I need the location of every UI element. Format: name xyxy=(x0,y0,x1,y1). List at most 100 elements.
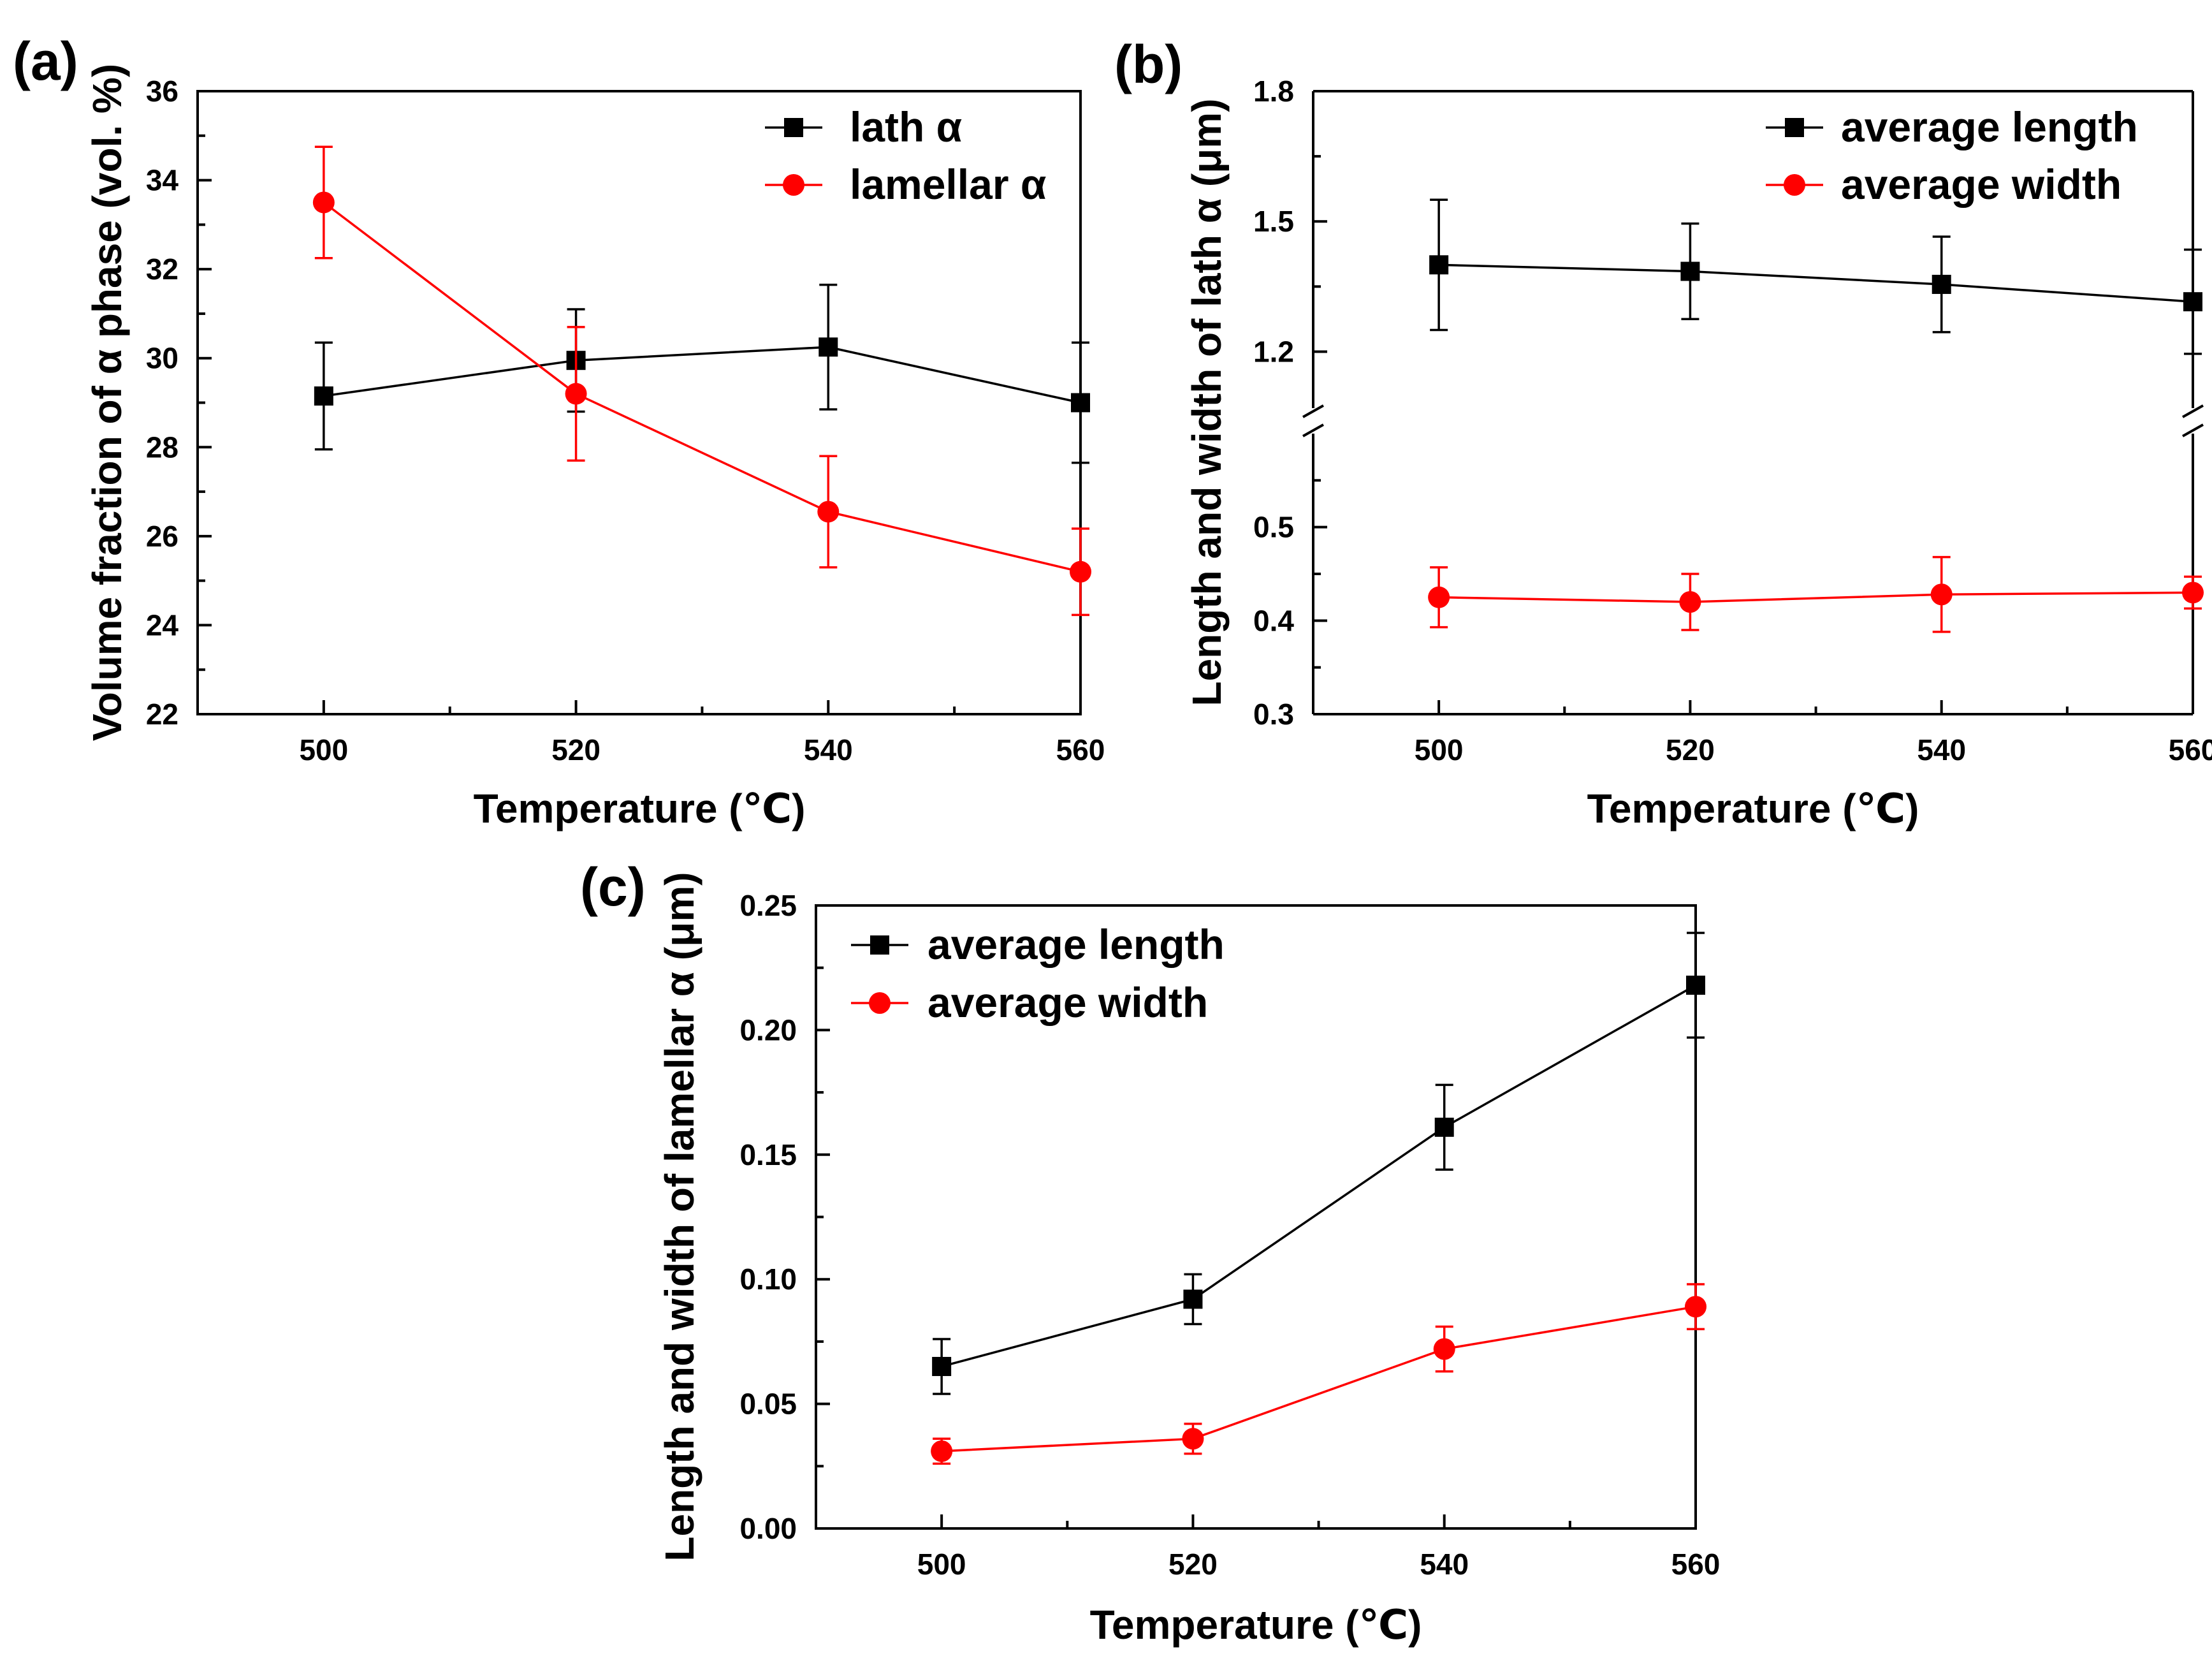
panel-c-series-square xyxy=(932,932,1705,1395)
y-tick-label: 0.00 xyxy=(739,1512,797,1545)
series-line xyxy=(1439,263,2194,303)
data-point-circle xyxy=(1685,1296,1706,1318)
x-tick-label: 560 xyxy=(1056,733,1105,766)
data-point-square xyxy=(314,386,333,406)
legend-label: average length xyxy=(928,921,1225,968)
series-line xyxy=(323,201,1081,573)
data-point-circle xyxy=(312,191,335,214)
panel-b-x-axis: 500 520 540 560 xyxy=(1312,700,2212,766)
panel-b-legend-entry: average length xyxy=(1766,103,2138,150)
y-tick-label: 1.2 xyxy=(1253,335,1294,368)
axis-break-mark xyxy=(1302,423,1324,437)
data-point-circle xyxy=(817,501,840,523)
x-tick-label: 520 xyxy=(551,733,600,766)
axis-break-mark xyxy=(1302,404,1324,418)
y-tick-label: 26 xyxy=(146,520,178,553)
data-point-square xyxy=(1183,1289,1203,1309)
x-tick-label: 500 xyxy=(917,1548,966,1581)
panel-c-legend-entry: average width xyxy=(851,979,1208,1026)
panel-c-y-axis: 0.00 0.05 0.10 0.15 0.20 0.25 xyxy=(739,889,830,1545)
axis-break-mark xyxy=(2182,423,2204,437)
panel-a-series-square xyxy=(314,283,1090,464)
data-point-circle xyxy=(1679,591,1701,613)
series-line xyxy=(941,984,1696,1368)
x-tick-label: 540 xyxy=(804,733,853,766)
x-tick-label: 560 xyxy=(1671,1548,1721,1581)
series-line xyxy=(323,346,1081,404)
data-point-circle xyxy=(931,1440,953,1462)
legend-label: average width xyxy=(1841,161,2121,208)
panel-c-label: (c) xyxy=(580,857,646,917)
legend-marker-circle xyxy=(1784,174,1805,196)
panel-b-y-axis: 1.2 1.5 1.8 0.3 0.4 0.5 xyxy=(1253,75,1327,731)
panel-a-legend-entry: lamellar α xyxy=(765,161,1046,208)
data-point-square xyxy=(1434,1117,1454,1137)
x-tick-label: 540 xyxy=(1420,1548,1469,1581)
data-point-circle xyxy=(2182,582,2204,604)
y-tick-label: 0.4 xyxy=(1253,604,1294,637)
x-tick-label: 520 xyxy=(1168,1548,1218,1581)
legend-label: lamellar α xyxy=(850,161,1046,208)
x-tick-label: 500 xyxy=(1415,733,1464,766)
x-tick-label: 540 xyxy=(1917,733,1966,766)
data-point-circle xyxy=(1070,560,1091,583)
panel-c: 500 520 540 560 0.00 0.05 0.10 0.15 0.20 0.25 Temp… xyxy=(580,857,1720,1648)
data-point-square xyxy=(1429,255,1449,275)
y-tick-label: 0.15 xyxy=(739,1138,797,1171)
data-point-square xyxy=(1932,274,1951,294)
y-tick-label: 28 xyxy=(146,430,178,464)
panel-c-y-axis-title: Length and width of lamellar α (μm) xyxy=(657,872,702,1561)
data-point-circle xyxy=(1433,1338,1455,1360)
data-point-square xyxy=(2183,292,2202,312)
panel-c-x-axis: 500 520 540 560 xyxy=(815,1514,1721,1581)
panel-b: 500 520 540 560 1.2 1.5 1.8 0.3 0.4 0.5 Temperatur… xyxy=(1114,34,2212,832)
panel-b-label: (b) xyxy=(1114,34,1182,94)
legend-label: average width xyxy=(928,979,1208,1026)
y-tick-label: 34 xyxy=(146,164,179,197)
y-tick-label: 0.05 xyxy=(739,1388,797,1421)
panel-a: 500 520 540 560 22 24 26 28 30 32 34 36 Temperature … xyxy=(13,31,1105,832)
legend-marker-square xyxy=(784,118,803,137)
y-tick-label: 36 xyxy=(146,75,178,108)
legend-label: average length xyxy=(1841,103,2138,150)
y-tick-label: 30 xyxy=(146,342,178,375)
y-tick-label: 0.20 xyxy=(739,1013,797,1046)
panel-a-legend-entry: lath α xyxy=(765,103,962,150)
x-tick-label: 500 xyxy=(299,733,348,766)
series-line xyxy=(942,1305,1696,1453)
y-tick-label: 1.5 xyxy=(1253,205,1294,238)
data-point-circle xyxy=(1930,583,1953,606)
y-tick-label: 22 xyxy=(146,698,178,731)
data-point-circle xyxy=(565,383,587,405)
panel-b-legend-entry: average width xyxy=(1766,161,2121,208)
panel-b-series-square xyxy=(1429,198,2202,355)
series-line xyxy=(1439,591,2194,603)
data-point-square xyxy=(932,1356,952,1376)
data-point-square xyxy=(819,337,838,357)
panel-a-y-axis: 22 24 26 28 30 32 34 36 xyxy=(146,75,212,731)
data-point-square xyxy=(1071,393,1090,413)
legend-marker-circle xyxy=(783,174,804,196)
data-point-circle xyxy=(1182,1428,1204,1450)
y-tick-label: 0.5 xyxy=(1253,511,1294,544)
y-tick-label: 0.10 xyxy=(739,1263,797,1296)
y-tick-label: 32 xyxy=(146,253,178,286)
legend-marker-circle xyxy=(869,992,891,1014)
panel-c-x-axis-title: Temperature (℃) xyxy=(1090,1602,1422,1648)
panel-a-y-axis-title: Volume fraction of α phase (vol. %) xyxy=(84,64,130,741)
panel-b-x-axis-title: Temperature (℃) xyxy=(1587,786,1919,832)
data-point-circle xyxy=(1428,586,1450,608)
x-tick-label: 520 xyxy=(1666,733,1715,766)
y-tick-label: 24 xyxy=(146,608,179,641)
panel-a-x-axis-title: Temperature (℃) xyxy=(474,786,806,832)
y-tick-label: 1.8 xyxy=(1253,75,1294,108)
panel-a-x-axis: 500 520 540 560 xyxy=(196,700,1105,766)
legend-label: lath α xyxy=(850,103,962,150)
axis-break-mark xyxy=(2182,404,2204,418)
panel-b-y-axis-title: Length and width of lath α (μm) xyxy=(1184,98,1230,706)
data-point-square xyxy=(1686,976,1705,995)
y-tick-label: 0.3 xyxy=(1253,698,1294,731)
x-tick-label: 560 xyxy=(2169,733,2212,766)
panel-a-series-circle xyxy=(312,145,1091,617)
